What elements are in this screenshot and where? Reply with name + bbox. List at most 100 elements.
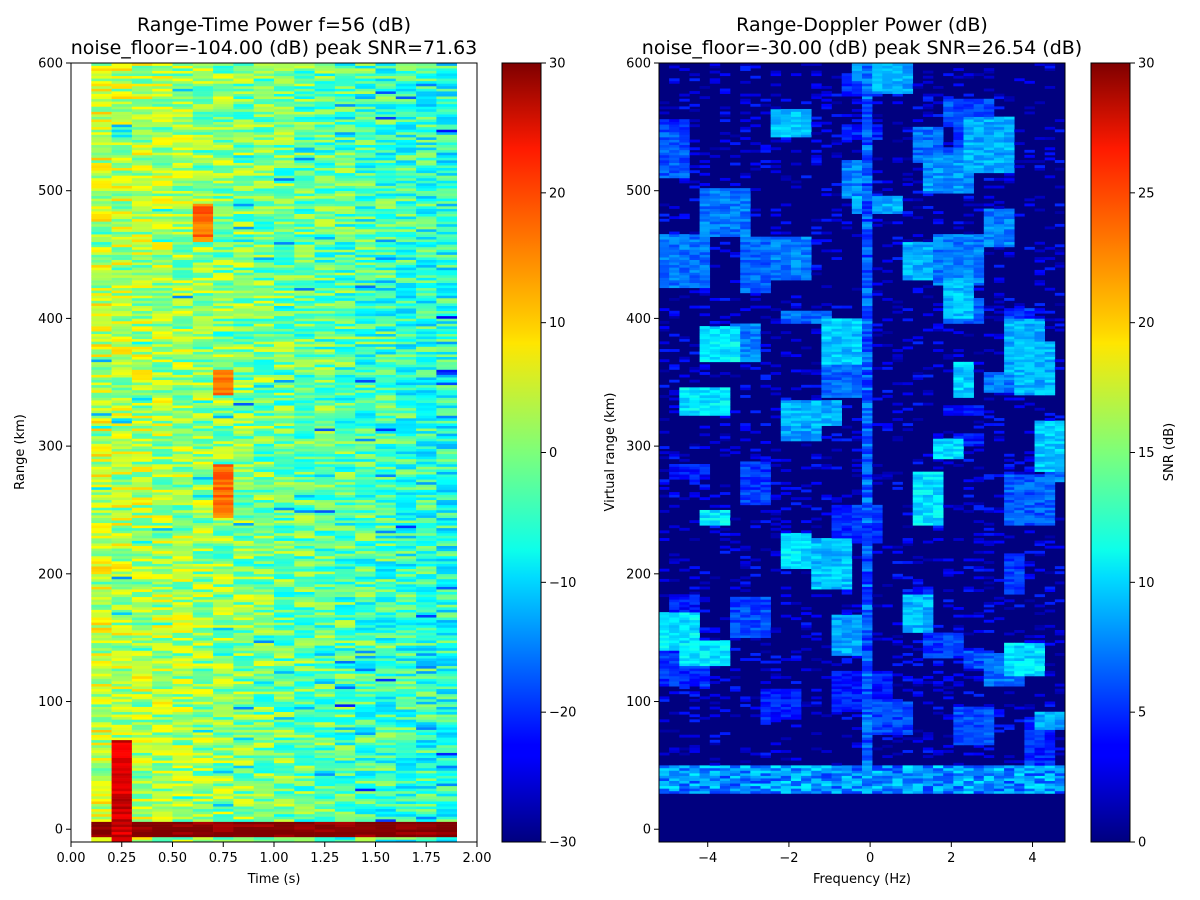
range-time-cell — [233, 755, 254, 759]
range-time-cell — [416, 596, 437, 600]
range-time-cell — [233, 387, 254, 391]
range-time-cell — [152, 668, 173, 672]
range-time-cell — [192, 734, 214, 738]
range-time-cell — [131, 586, 153, 590]
range-time-cell — [131, 203, 153, 207]
range-time-cell — [131, 619, 153, 623]
range-time-cell — [172, 423, 194, 426]
range-time-cell — [192, 525, 214, 529]
range-time-cell — [294, 596, 315, 600]
range-time-cell — [355, 116, 376, 120]
range-time-cell — [172, 456, 194, 460]
range-time-cell — [355, 241, 376, 245]
range-time-cell — [213, 678, 234, 682]
range-time-cell — [213, 571, 234, 575]
range-time-cell — [213, 693, 234, 697]
range-time-cell — [91, 152, 112, 156]
range-time-cell — [314, 430, 336, 434]
range-time-cell — [131, 509, 153, 513]
range-time-cell — [334, 343, 356, 347]
range-time-cell — [152, 244, 173, 248]
range-time-cell — [294, 788, 315, 792]
range-time-cell — [416, 571, 437, 575]
range-time-cell — [355, 331, 376, 335]
range-time-cell — [91, 760, 112, 764]
range-time-cell — [274, 377, 295, 380]
range-time-cell — [111, 147, 133, 151]
range-time-cell — [152, 760, 173, 764]
range-time-cell — [274, 231, 295, 235]
range-time-cell — [152, 504, 173, 508]
range-time-cell — [192, 308, 214, 312]
range-time-cell — [152, 257, 173, 260]
range-time-cell — [294, 213, 315, 217]
range-time-cell — [274, 208, 295, 212]
range-time-cell — [192, 527, 214, 531]
range-time-cell — [274, 525, 295, 529]
range-time-cell — [355, 382, 376, 386]
range-time-cell — [233, 757, 254, 761]
range-time-cell — [192, 561, 214, 564]
range-time-cell — [192, 819, 214, 822]
range-time-cell — [416, 691, 437, 695]
range-time-cell — [314, 274, 336, 278]
range-time-cell — [91, 624, 112, 628]
range-time-cell — [152, 555, 173, 559]
range-time-cell — [253, 300, 275, 304]
range-time-cell — [253, 451, 275, 455]
range-time-cell — [172, 448, 194, 452]
range-time-cell — [274, 796, 295, 799]
range-time-cell — [395, 147, 417, 151]
range-time-cell — [152, 755, 173, 759]
range-time-cell — [213, 305, 234, 309]
range-time-cell — [172, 315, 194, 319]
range-time-cell — [355, 466, 376, 470]
range-time-cell — [172, 221, 194, 225]
range-time-cell — [233, 798, 254, 802]
range-time-cell — [314, 333, 336, 337]
range-time-cell — [172, 152, 194, 156]
range-time-cell — [192, 599, 214, 603]
range-time-cell — [192, 423, 214, 426]
range-time-cell — [131, 83, 153, 87]
range-time-cell — [192, 686, 214, 690]
range-time-cell — [213, 650, 234, 654]
range-time-cell — [294, 780, 315, 784]
range-time-cell — [274, 103, 295, 107]
range-time-cell — [253, 259, 275, 263]
range-time-cell — [355, 578, 376, 582]
range-time-cell — [294, 333, 315, 337]
range-time-cell — [395, 282, 417, 286]
range-time-cell — [111, 704, 133, 707]
range-time-cell — [192, 384, 214, 388]
range-time-cell — [314, 410, 336, 414]
range-time-cell — [111, 448, 133, 452]
range-time-cell — [274, 430, 295, 434]
range-time-cell — [152, 765, 173, 769]
range-time-cell — [375, 83, 397, 87]
range-time-cell — [334, 778, 356, 781]
range-time-cell — [334, 453, 356, 457]
range-time-cell — [355, 724, 376, 728]
range-time-cell — [355, 254, 376, 258]
range-time-cell — [192, 757, 214, 761]
range-time-cell — [192, 88, 214, 92]
range-time-cell — [314, 277, 336, 281]
range-time-cell — [355, 80, 376, 84]
range-time-cell — [274, 586, 295, 590]
range-time-cell — [253, 481, 275, 485]
range-time-cell — [395, 216, 417, 220]
range-time-cell — [395, 211, 417, 214]
range-time-cell — [314, 591, 336, 595]
range-time-cell — [111, 778, 133, 781]
range-time-cell — [111, 744, 133, 748]
range-time-cell — [233, 308, 254, 312]
range-time-cell — [334, 780, 356, 784]
range-time-cell — [172, 190, 194, 194]
range-time-cell — [395, 558, 417, 562]
range-time-cell — [274, 139, 295, 143]
range-time-cell — [416, 793, 437, 797]
range-time-cell — [172, 783, 194, 787]
range-time-cell — [294, 315, 315, 319]
range-time-cell — [375, 297, 397, 301]
